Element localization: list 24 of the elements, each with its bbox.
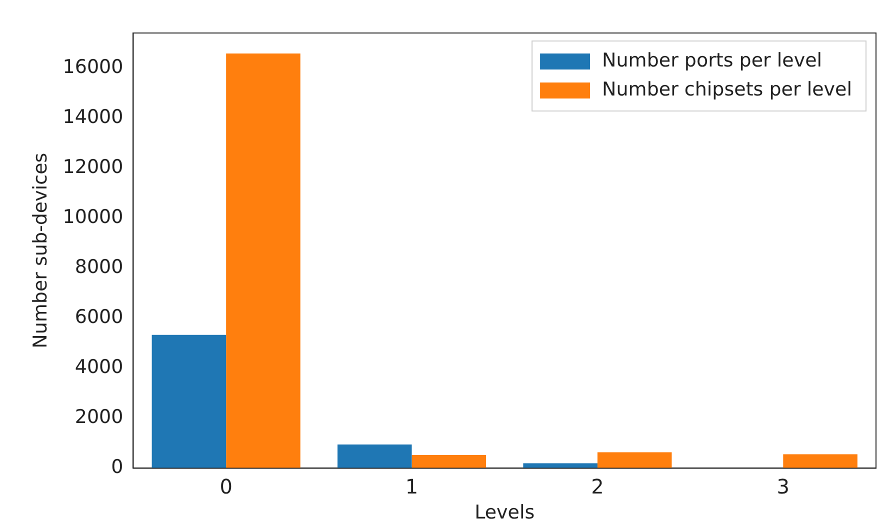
y-tick-label: 6000 (74, 306, 124, 328)
legend-label: Number ports per level (602, 49, 822, 72)
bar (338, 444, 412, 468)
x-tick-label: 3 (776, 474, 790, 498)
y-tick-label: 2000 (74, 406, 124, 428)
y-tick-label: 16000 (62, 56, 124, 78)
y-tick-label: 14000 (62, 106, 124, 128)
y-tick-label: 8000 (74, 256, 124, 278)
bar (226, 54, 300, 468)
legend-label: Number chipsets per level (602, 78, 852, 100)
y-tick-label: 0 (111, 456, 124, 478)
y-tick-label: 4000 (74, 356, 124, 378)
x-tick-label: 2 (591, 474, 604, 498)
y-tick-label: 10000 (62, 206, 124, 228)
bar (783, 454, 858, 468)
x-tick-label: 0 (220, 474, 232, 498)
bar (152, 334, 226, 468)
bar (412, 454, 486, 468)
y-tick-label: 12000 (62, 156, 124, 178)
x-tick-label: 1 (405, 474, 418, 498)
bar (523, 463, 598, 468)
y-axis-title: Number sub-devices (29, 152, 52, 348)
bar (597, 452, 672, 468)
x-axis-title: Levels (474, 502, 535, 524)
